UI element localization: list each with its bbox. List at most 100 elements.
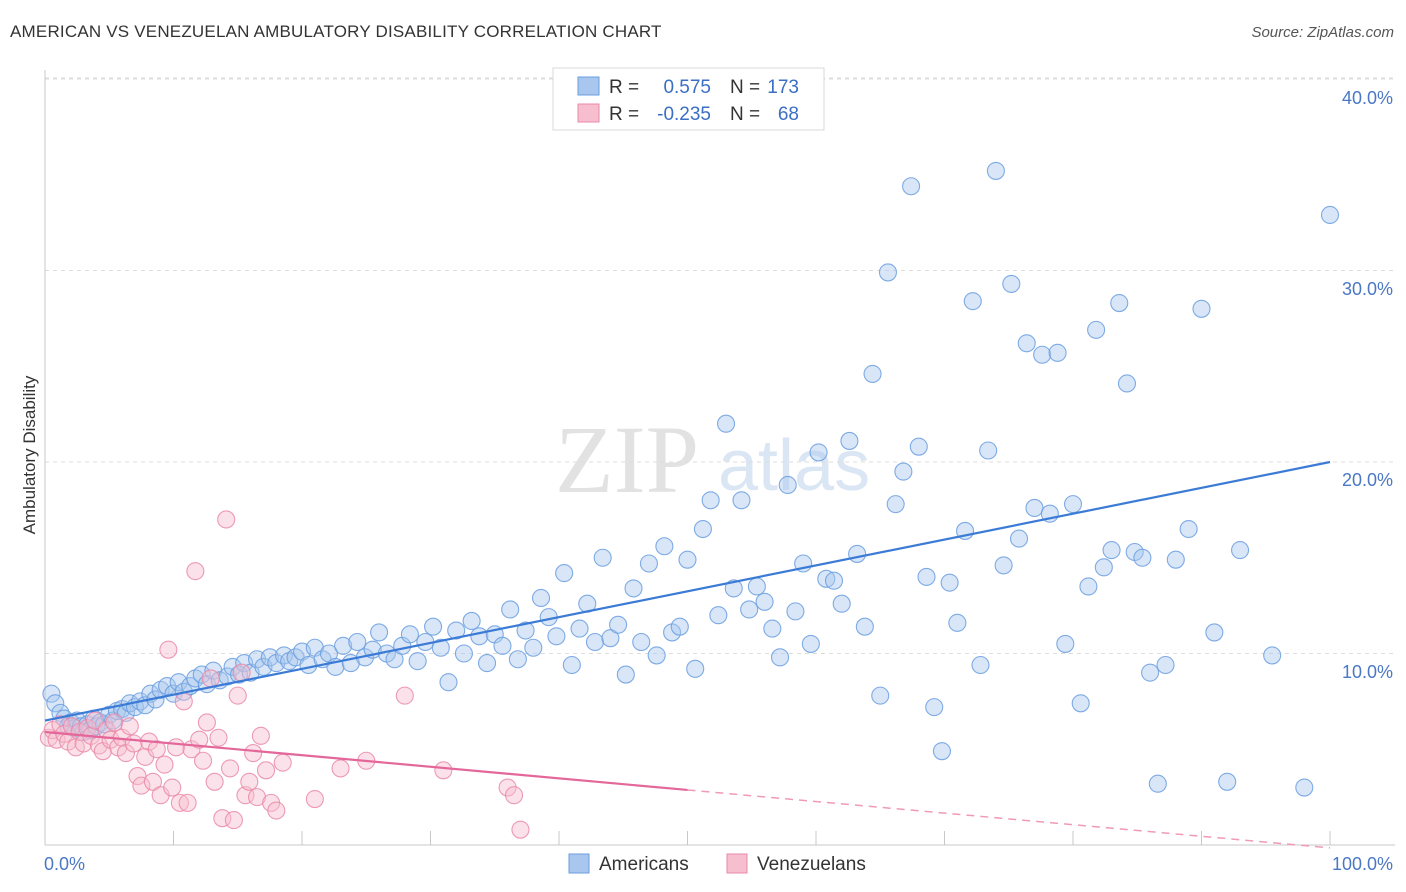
data-point-americans — [1192, 299, 1211, 318]
data-point-americans — [732, 491, 751, 510]
data-point-americans — [809, 443, 828, 462]
data-point-americans — [1002, 274, 1021, 293]
data-point-americans — [894, 462, 913, 481]
data-point-americans — [1079, 577, 1098, 596]
legend-n-value-venezuelans: 68 — [778, 104, 799, 125]
data-point-venezuelans — [220, 759, 240, 778]
data-point-venezuelans — [244, 744, 263, 763]
data-point-americans — [1025, 498, 1044, 518]
data-point-americans — [408, 652, 427, 671]
data-point-americans — [370, 623, 389, 642]
data-point-venezuelans — [224, 811, 243, 830]
data-point-americans — [1205, 623, 1224, 642]
data-point-americans — [334, 636, 353, 655]
data-point-americans — [801, 634, 820, 653]
data-point-americans — [971, 655, 990, 675]
data-point-venezuelans — [132, 776, 151, 795]
data-point-americans — [524, 638, 543, 657]
data-point-americans — [1117, 374, 1137, 393]
data-point-venezuelans — [186, 562, 205, 581]
bottom-legend-label-venezuelans: Venezuelans — [757, 854, 866, 875]
data-point-americans — [986, 161, 1005, 180]
chart-title: AMERICAN VS VENEZUELAN AMBULATORY DISABI… — [10, 22, 662, 41]
data-point-americans — [192, 665, 211, 684]
data-point-americans — [493, 636, 512, 655]
data-point-americans — [778, 475, 797, 495]
data-point-venezuelans — [190, 730, 209, 749]
data-point-americans — [917, 567, 936, 586]
data-point-americans — [508, 650, 527, 669]
legend-swatch-americans — [577, 76, 600, 96]
x-tick-label-min: 0.0% — [44, 854, 85, 874]
bottom-legend-swatch-americans — [568, 853, 590, 874]
data-point-americans — [1048, 343, 1067, 362]
data-point-venezuelans — [124, 734, 143, 753]
data-point-venezuelans — [205, 772, 224, 791]
trend-lines — [44, 460, 1331, 849]
data-point-venezuelans — [434, 761, 453, 780]
data-point-americans — [716, 414, 736, 433]
data-point-americans — [817, 569, 836, 588]
data-point-americans — [616, 665, 635, 684]
data-point-americans — [886, 495, 905, 514]
data-point-americans — [1102, 541, 1121, 560]
data-point-americans — [940, 573, 959, 592]
legend-swatch-venezuelans — [577, 103, 600, 123]
data-point-venezuelans — [236, 786, 255, 805]
legend-n-value-americans: 173 — [767, 77, 799, 98]
watermark-atlas: atlas — [718, 426, 870, 506]
data-point-americans — [1133, 548, 1152, 567]
bottom-legend: Americans Venezuelans — [568, 853, 866, 875]
data-point-venezuelans — [105, 713, 124, 732]
data-point-americans — [601, 629, 620, 648]
data-point-americans — [693, 519, 712, 539]
data-point-americans — [470, 627, 489, 646]
data-point-venezuelans — [178, 793, 197, 812]
data-point-americans — [855, 617, 874, 636]
data-point-venezuelans — [116, 744, 136, 763]
data-point-venezuelans — [498, 778, 517, 797]
data-point-americans — [639, 554, 659, 573]
data-point-americans — [229, 665, 249, 684]
data-point-venezuelans — [163, 778, 182, 797]
data-point-venezuelans — [232, 663, 251, 682]
data-point-venezuelans — [504, 786, 524, 805]
data-point-venezuelans — [120, 717, 139, 736]
bottom-legend-swatch-venezuelans — [726, 853, 748, 874]
data-point-venezuelans — [209, 728, 228, 747]
data-point-americans — [454, 644, 473, 663]
data-point-americans — [902, 177, 921, 196]
data-point-americans — [439, 673, 458, 692]
data-point-americans — [1148, 774, 1167, 793]
data-point-americans — [1009, 529, 1029, 548]
data-point-americans — [447, 621, 466, 640]
data-point-americans — [223, 657, 242, 676]
data-point-americans — [786, 602, 805, 621]
legend-r-value-americans: 0.575 — [663, 77, 711, 98]
y-axis-title: Ambulatory Disability — [20, 375, 39, 534]
data-point-americans — [1295, 778, 1314, 797]
legend-r-label-americans: R = — [609, 77, 639, 98]
data-point-americans — [763, 619, 782, 638]
watermark-zip: ZIP — [555, 406, 699, 513]
data-point-americans — [593, 548, 612, 567]
data-point-americans — [1320, 205, 1340, 225]
data-point-americans — [686, 659, 705, 678]
data-point-americans — [948, 613, 967, 632]
data-point-americans — [632, 632, 651, 652]
source-label: Source: ZipAtlas.com — [1251, 24, 1394, 41]
data-point-venezuelans — [197, 713, 216, 732]
y-tick-label-40: 40.0% — [1342, 88, 1393, 108]
data-point-americans — [1056, 634, 1075, 653]
data-point-americans — [1179, 519, 1198, 539]
data-point-americans — [832, 594, 851, 613]
data-point-americans — [555, 564, 574, 583]
data-point-americans — [755, 592, 774, 611]
data-point-americans — [979, 441, 998, 460]
data-point-americans — [158, 677, 177, 696]
data-point-americans — [348, 632, 367, 652]
axes — [44, 70, 1395, 846]
data-point-venezuelans — [167, 738, 186, 757]
data-point-venezuelans — [155, 755, 174, 774]
data-point-americans — [925, 698, 944, 717]
